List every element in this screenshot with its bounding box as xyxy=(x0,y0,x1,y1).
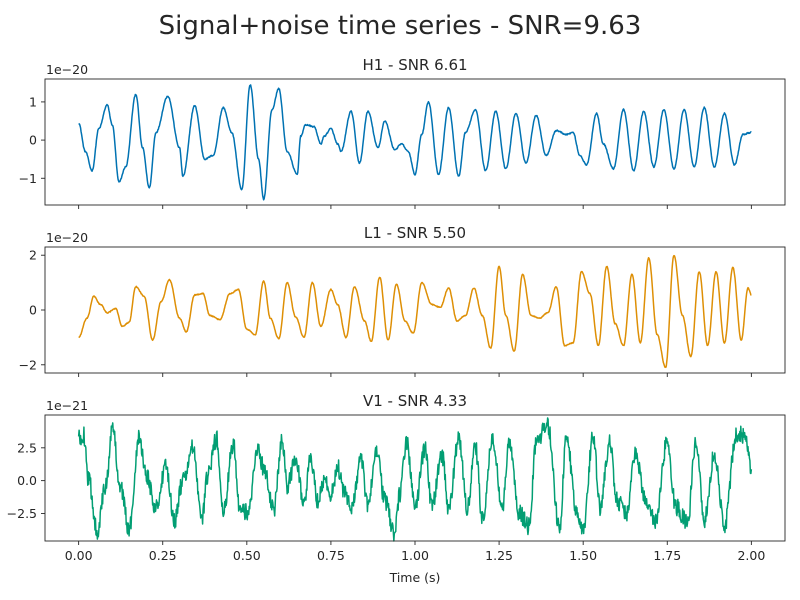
v1-ytick-label: −2.5 xyxy=(7,506,37,521)
v1-xtick-label: 1.25 xyxy=(485,548,513,563)
figure-title: Signal+noise time series - SNR=9.63 xyxy=(159,11,642,41)
v1-xtick-label: 1.50 xyxy=(569,548,597,563)
v1-axes-frame xyxy=(44,414,786,542)
v1-xtick-label: 0.25 xyxy=(149,548,177,563)
v1-offset-label: 1e−21 xyxy=(46,398,88,413)
v1-series-line xyxy=(77,417,753,542)
l1-series-line xyxy=(78,254,752,369)
h1-ytick-label: −1 xyxy=(19,171,37,186)
l1-ytick-label: 2 xyxy=(29,248,37,263)
v1-xtick-label: 0.50 xyxy=(233,548,261,563)
v1-xtick-label: 0.75 xyxy=(317,548,345,563)
l1-panel: L1 - SNR 5.50 1e−20 −2 0 2 xyxy=(19,224,786,377)
h1-offset-label: 1e−20 xyxy=(46,62,88,77)
v1-panel: V1 - SNR 4.33 1e−21 −2.5 0.0 2.5 0.00 0.25 0.… xyxy=(7,392,786,563)
v1-ytick-label: 0.0 xyxy=(17,473,37,488)
l1-offset-label: 1e−20 xyxy=(46,230,88,245)
h1-series-line xyxy=(78,84,752,201)
h1-ytick-label: 1 xyxy=(29,94,37,109)
h1-axes-frame xyxy=(44,78,786,206)
v1-xtick-label: 1.00 xyxy=(401,548,429,563)
v1-xtick-label: 2.00 xyxy=(737,548,765,563)
v1-xtick-label: 0.00 xyxy=(65,548,93,563)
v1-panel-title: V1 - SNR 4.33 xyxy=(363,392,467,410)
h1-ytick-label: 0 xyxy=(29,133,37,148)
v1-xtick-label: 1.75 xyxy=(653,548,681,563)
l1-plot-area: −2 0 2 xyxy=(19,246,786,377)
l1-ytick-label: −2 xyxy=(19,357,37,372)
h1-plot-area: −1 0 1 xyxy=(19,78,786,209)
h1-panel: H1 - SNR 6.61 1e−20 −1 0 1 xyxy=(19,56,786,209)
x-axis-label: Time (s) xyxy=(389,570,441,585)
v1-plot-area: −2.5 0.0 2.5 0.00 0.25 0.50 0.75 1.00 1.25 1.50 1.… xyxy=(7,414,786,563)
l1-ytick-label: 0 xyxy=(29,303,37,318)
l1-panel-title: L1 - SNR 5.50 xyxy=(364,224,466,242)
h1-panel-title: H1 - SNR 6.61 xyxy=(362,56,467,74)
v1-ytick-label: 2.5 xyxy=(17,440,37,455)
l1-axes-frame xyxy=(44,246,786,374)
